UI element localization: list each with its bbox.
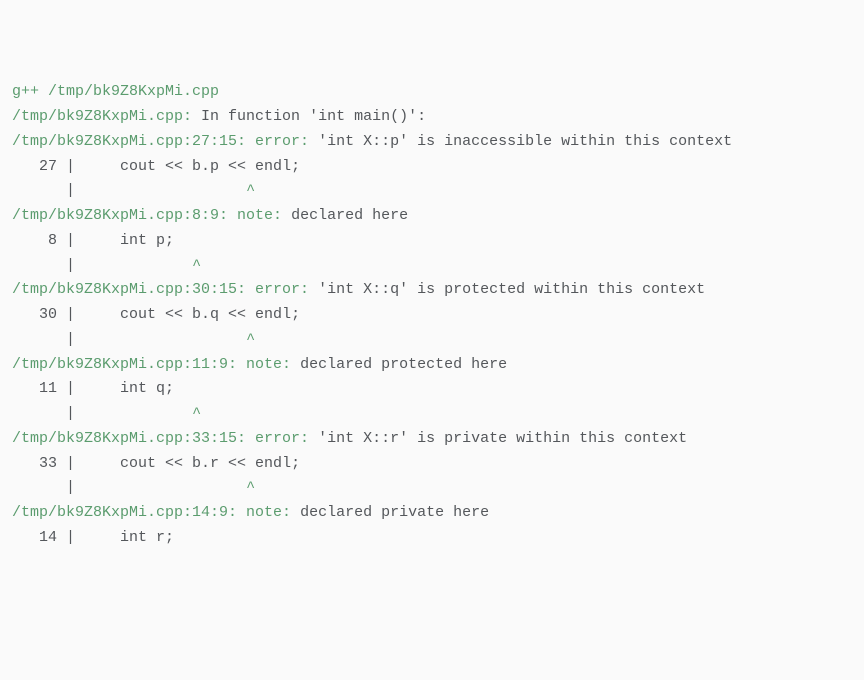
caret-marker: ^ [192, 405, 201, 422]
diagnostic-location: /tmp/bk9Z8KxpMi.cpp:27:15: [12, 133, 246, 150]
source-line: 30 | cout << b.q << endl; [12, 303, 852, 328]
diagnostic-message: declared private here [300, 504, 489, 521]
line-number: 27 [12, 158, 57, 175]
caret-marker: ^ [246, 182, 255, 199]
note-line: /tmp/bk9Z8KxpMi.cpp:14:9: note: declared… [12, 501, 852, 526]
caret-marker: ^ [246, 479, 255, 496]
diagnostic-message: is protected within this context [408, 281, 705, 298]
in-function-line: /tmp/bk9Z8KxpMi.cpp: In function 'int ma… [12, 105, 852, 130]
diagnostic-location: /tmp/bk9Z8KxpMi.cpp:11:9: [12, 356, 237, 373]
diagnostic-message: declared here [291, 207, 408, 224]
source-code: cout << b.p << endl; [84, 158, 300, 175]
error-line: /tmp/bk9Z8KxpMi.cpp:33:15: error: 'int X… [12, 427, 852, 452]
diagnostic-kind-error: error: [246, 281, 318, 298]
note-line: /tmp/bk9Z8KxpMi.cpp:8:9: note: declared … [12, 204, 852, 229]
caret-line: | ^ [12, 402, 852, 427]
compiler-output: g++ /tmp/bk9Z8KxpMi.cpp/tmp/bk9Z8KxpMi.c… [12, 80, 852, 550]
diagnostic-message: is inaccessible within this context [408, 133, 732, 150]
diagnostic-location: /tmp/bk9Z8KxpMi.cpp:8:9: [12, 207, 228, 224]
diagnostic-location: /tmp/bk9Z8KxpMi.cpp:30:15: [12, 281, 246, 298]
line-number: 14 [12, 529, 57, 546]
caret-line: | ^ [12, 328, 852, 353]
source-code: int q; [84, 380, 174, 397]
caret-marker: ^ [246, 331, 255, 348]
diagnostic-symbol: 'int X::q' [318, 281, 408, 298]
command-line: g++ /tmp/bk9Z8KxpMi.cpp [12, 80, 852, 105]
diagnostic-message: is private within this context [408, 430, 687, 447]
caret-line: | ^ [12, 476, 852, 501]
source-code: cout << b.r << endl; [84, 455, 300, 472]
diagnostic-symbol: 'int X::r' [318, 430, 408, 447]
source-line: 33 | cout << b.r << endl; [12, 452, 852, 477]
line-number: 8 [12, 232, 57, 249]
source-code: int p; [84, 232, 174, 249]
source-code: cout << b.q << endl; [84, 306, 300, 323]
line-number: 30 [12, 306, 57, 323]
diagnostic-kind-note: note: [237, 504, 300, 521]
source-line: 27 | cout << b.p << endl; [12, 155, 852, 180]
source-line: 14 | int r; [12, 526, 852, 551]
line-number: 11 [12, 380, 57, 397]
source-line: 11 | int q; [12, 377, 852, 402]
error-line: /tmp/bk9Z8KxpMi.cpp:30:15: error: 'int X… [12, 278, 852, 303]
diagnostic-kind-note: note: [228, 207, 291, 224]
diagnostic-location: /tmp/bk9Z8KxpMi.cpp:14:9: [12, 504, 237, 521]
diagnostic-kind-error: error: [246, 133, 318, 150]
line-number: 33 [12, 455, 57, 472]
caret-marker: ^ [192, 257, 201, 274]
caret-line: | ^ [12, 254, 852, 279]
source-line: 8 | int p; [12, 229, 852, 254]
diagnostic-location: /tmp/bk9Z8KxpMi.cpp:33:15: [12, 430, 246, 447]
diagnostic-message: declared protected here [300, 356, 507, 373]
diagnostic-kind-note: note: [237, 356, 300, 373]
note-line: /tmp/bk9Z8KxpMi.cpp:11:9: note: declared… [12, 353, 852, 378]
source-code: int r; [84, 529, 174, 546]
diagnostic-kind-error: error: [246, 430, 318, 447]
error-line: /tmp/bk9Z8KxpMi.cpp:27:15: error: 'int X… [12, 130, 852, 155]
compile-command: g++ /tmp/bk9Z8KxpMi.cpp [12, 83, 219, 100]
function-name: 'int main()' [309, 108, 417, 125]
filepath: /tmp/bk9Z8KxpMi.cpp: [12, 108, 192, 125]
caret-line: | ^ [12, 179, 852, 204]
diagnostic-symbol: 'int X::p' [318, 133, 408, 150]
